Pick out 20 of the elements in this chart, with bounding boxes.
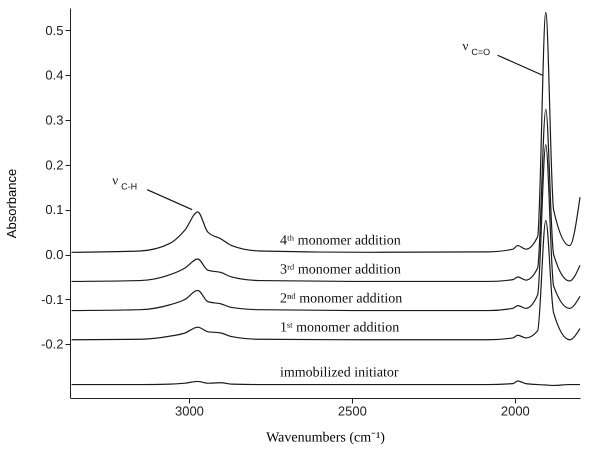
y-tick-label: 0.5 [45, 22, 64, 38]
x-axis-title: Wavenumbers (cm⁻¹) [266, 430, 386, 446]
series-label: immobilized initiator [280, 366, 399, 381]
y-tick-label: 0.3 [45, 112, 64, 128]
x-tick-label: 2000 [500, 404, 530, 418]
series-label: 3ʳᵈ monomer addition [280, 262, 401, 278]
y-tick-label: 0.2 [45, 157, 64, 172]
x-tick-label: 2500 [338, 404, 367, 418]
series-label: 4ᵗʰ monomer addition [280, 233, 401, 248]
annotation: ν$_{C=O}$ [462, 38, 490, 58]
y-tick-label: 0.1 [45, 202, 64, 218]
y-tick-label: -0.2 [41, 336, 64, 352]
y-axis-title: Absorbance [4, 168, 20, 238]
series-label: 1ˢᵗ monomer addition [280, 320, 400, 336]
y-tick-label: 0.4 [45, 68, 64, 83]
y-tick-label: 0.0 [45, 247, 64, 262]
series-label: 2ⁿᵈ monomer addition [280, 292, 402, 307]
y-tick-label: -0.1 [41, 292, 64, 307]
annotation: ν$_{C-H}$ [112, 172, 138, 192]
x-tick-label: 3000 [174, 404, 204, 418]
